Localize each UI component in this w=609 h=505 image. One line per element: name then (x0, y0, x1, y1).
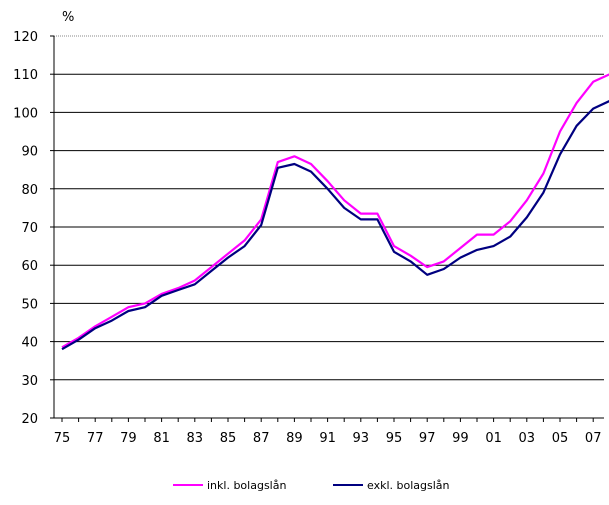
x-tick-label: 75 (54, 431, 71, 446)
y-tick-label: 70 (21, 221, 38, 236)
y-tick-label: 60 (21, 259, 38, 274)
x-tick-label: 05 (552, 431, 569, 446)
x-tick-label: 87 (253, 431, 270, 446)
x-tick-label: 93 (353, 431, 370, 446)
x-tick-label: 99 (452, 431, 469, 446)
y-tick-label: 120 (13, 30, 38, 45)
y-tick-label: 40 (21, 336, 38, 351)
series-lines (61, 73, 609, 351)
x-tick-labels: 75 77 79 81 83 85 87 89 91 93 95 97 99 01 03 05 07 (54, 431, 602, 446)
series-line (61, 100, 609, 351)
y-tick-label: 90 (21, 145, 38, 160)
x-tick-label: 89 (286, 431, 303, 446)
y-tick-label: 80 (21, 183, 38, 198)
y-tick-label: 50 (21, 297, 38, 312)
legend-label: inkl. bolagslån (207, 479, 286, 492)
x-tick-label: 03 (519, 431, 536, 446)
axes: % (50, 10, 604, 422)
y-tick-label: 20 (21, 412, 38, 427)
series-line (61, 73, 609, 349)
y-unit-label: % (62, 10, 74, 25)
y-tick-label: 30 (21, 374, 38, 389)
x-tick-label: 07 (585, 431, 602, 446)
x-tick-label: 95 (386, 431, 403, 446)
x-tick-label: 91 (319, 431, 336, 446)
x-tick-label: 79 (120, 431, 137, 446)
legend: inkl. bolagslån exkl. bolagslån (173, 479, 450, 492)
x-tick-label: 85 (220, 431, 237, 446)
x-tick-label: 83 (187, 431, 204, 446)
x-tick-label: 01 (485, 431, 502, 446)
x-tick-label: 97 (419, 431, 436, 446)
x-tick-label: 81 (153, 431, 170, 446)
y-tick-labels: 20 30 40 50 60 70 80 90 100 110 120 (13, 30, 38, 427)
y-tick-label: 110 (13, 68, 38, 83)
legend-label: exkl. bolagslån (367, 479, 450, 492)
y-tick-label: 100 (13, 106, 38, 121)
x-tick-label: 77 (87, 431, 104, 446)
